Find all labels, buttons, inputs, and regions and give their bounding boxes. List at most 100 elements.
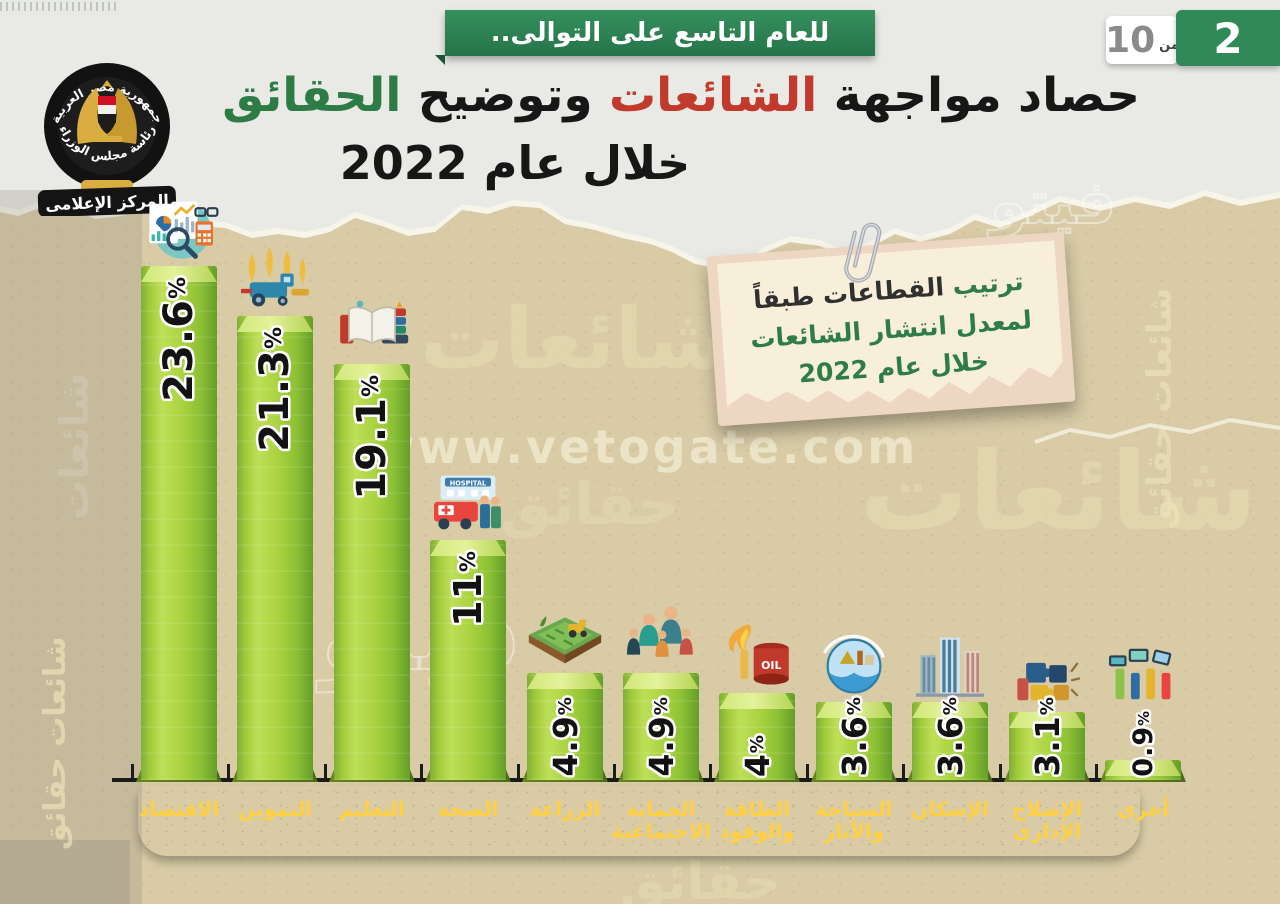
- note-line1-green: ترتيب: [942, 266, 1025, 302]
- axis-tick: [999, 764, 1002, 780]
- pair-watermark-right: شائعات حقائق: [1140, 287, 1180, 530]
- axis-tick: [131, 764, 134, 780]
- svg-text:OIL: OIL: [761, 659, 781, 672]
- bar-other: 0.9%: [1100, 648, 1186, 782]
- axis-tick: [324, 764, 327, 780]
- bar-bevel: [141, 266, 217, 282]
- bar-bevel: [430, 540, 506, 556]
- tourism-icon: [814, 631, 894, 699]
- bar-body: [334, 364, 410, 780]
- social-protection-icon: [621, 602, 701, 670]
- agriculture-icon: [525, 602, 605, 670]
- bar-value: 4.9%: [545, 696, 585, 777]
- page-title: حصاد مواجهة الشائعات وتوضيح الحقائق: [222, 68, 1140, 123]
- other-icon: [1103, 640, 1183, 708]
- bar-value: 3.6%: [930, 696, 970, 777]
- svg-text:HOSPITAL: HOSPITAL: [450, 479, 487, 487]
- axis-tick: [227, 764, 230, 780]
- bar-bevel: [1009, 712, 1085, 728]
- emblem-banner-text: المركز الإعلامى: [45, 191, 169, 214]
- x-axis-band: [138, 786, 1140, 856]
- x-axis-label: التموين: [238, 797, 312, 821]
- bar-value: 21.3%: [252, 326, 298, 452]
- bar-value: 4%: [737, 733, 777, 777]
- page-number: 2: [1213, 13, 1243, 63]
- axis-tick: [709, 764, 712, 780]
- axis-tick: [806, 764, 809, 780]
- paperclip-icon: [844, 222, 882, 283]
- page-total: 10: [1105, 19, 1156, 61]
- bar-value: 4.9%: [641, 696, 681, 777]
- title-rumors: الشائعات: [608, 68, 818, 123]
- facts-watermark: حقائق: [500, 470, 680, 538]
- dotted-texture: [0, 2, 118, 11]
- title-facts: الحقائق: [222, 68, 402, 123]
- axis-tick: [517, 764, 520, 780]
- bar-social-protection: 4.9%: [618, 606, 704, 782]
- government-emblem: جمهورية مصر العربية رئاسة مجلس الوزراء ا…: [37, 63, 177, 216]
- bar-bevel: [237, 316, 313, 332]
- bar-housing: 3.6%: [907, 637, 993, 782]
- bar-bevel: [527, 673, 603, 689]
- bar-admin-reform: 3.1%: [1004, 662, 1090, 782]
- bar-agriculture: 4.9%: [522, 616, 608, 782]
- x-axis-label: الحماية الاجتماعية: [611, 797, 711, 844]
- bar-bevel: [912, 702, 988, 718]
- bar-bevel: [623, 673, 699, 689]
- top-ribbon: للعام التاسع على التوالى..: [435, 10, 875, 65]
- bar-body: [141, 266, 217, 780]
- bar-bevel: [334, 364, 410, 380]
- bar-economy: 23.6%: [136, 201, 222, 782]
- site-watermark: www.vetogate.com: [372, 420, 919, 474]
- rumors-watermark: شائعات: [420, 290, 730, 388]
- bar-body: [237, 316, 313, 780]
- bottom-left-paper-corner: [0, 840, 130, 904]
- bar-health: HOSPITAL 11%: [425, 475, 511, 782]
- bar-bevel: [719, 693, 795, 709]
- bar-value: 23.6%: [156, 276, 202, 402]
- title-part3: وتوضيح: [401, 68, 609, 123]
- eagle-emblem: [77, 80, 137, 144]
- supply-icon: [235, 245, 315, 313]
- x-axis-label: التعليم: [339, 797, 405, 821]
- education-icon: [332, 293, 412, 361]
- bar-body: [623, 673, 699, 780]
- axis-tick: [902, 764, 905, 780]
- bar-energy-fuel: OIL 4%: [714, 624, 800, 782]
- bar-value: 3.1%: [1027, 696, 1067, 777]
- page-count-box: من 10: [1105, 16, 1179, 64]
- x-axis-label: الصحة: [437, 797, 499, 821]
- bar-education: 19.1%: [329, 300, 415, 782]
- axis-tick: [1095, 764, 1098, 780]
- facts-watermark-bottom: حقائق: [620, 852, 781, 904]
- bar-value: 11%: [446, 550, 490, 627]
- bar-tourism: 3.6%: [811, 634, 897, 782]
- title-part1: حصاد مواجهة: [817, 68, 1140, 123]
- x-axis-label: الاقتصاد: [138, 797, 220, 821]
- x-axis-label: الزراعة: [529, 797, 601, 821]
- bar-supply: 21.3%: [232, 247, 318, 782]
- x-axis-label: الإصلاح الإدارى: [1011, 797, 1083, 844]
- bar-value: 3.6%: [834, 696, 874, 777]
- economy-icon: [139, 195, 219, 263]
- axis-tick: [613, 764, 616, 780]
- x-axis-label: السياحة والآثار: [815, 797, 893, 844]
- health-icon: HOSPITAL: [428, 469, 508, 537]
- torn-paper-top: [0, 0, 1280, 276]
- torn-edge-right: [1034, 417, 1280, 444]
- page-of-label: من: [1159, 37, 1179, 53]
- left-paper-strip: [0, 190, 142, 904]
- energy-fuel-icon: OIL: [717, 622, 797, 690]
- ribbon-text: للعام التاسع على التوالى..: [490, 18, 830, 48]
- bar-body: [527, 673, 603, 780]
- bar-bevel: [816, 702, 892, 718]
- housing-icon: [910, 631, 990, 699]
- bar-body: [430, 540, 506, 780]
- x-axis-label: الطاقة والوقود: [719, 797, 795, 844]
- bar-value: 19.1%: [349, 374, 395, 500]
- page-subtitle: خلال عام 2022: [339, 136, 691, 190]
- bar-bevel: [1105, 760, 1181, 776]
- bar-value: 0.9%: [1127, 710, 1159, 777]
- x-axis-label: الإسكان: [911, 797, 989, 821]
